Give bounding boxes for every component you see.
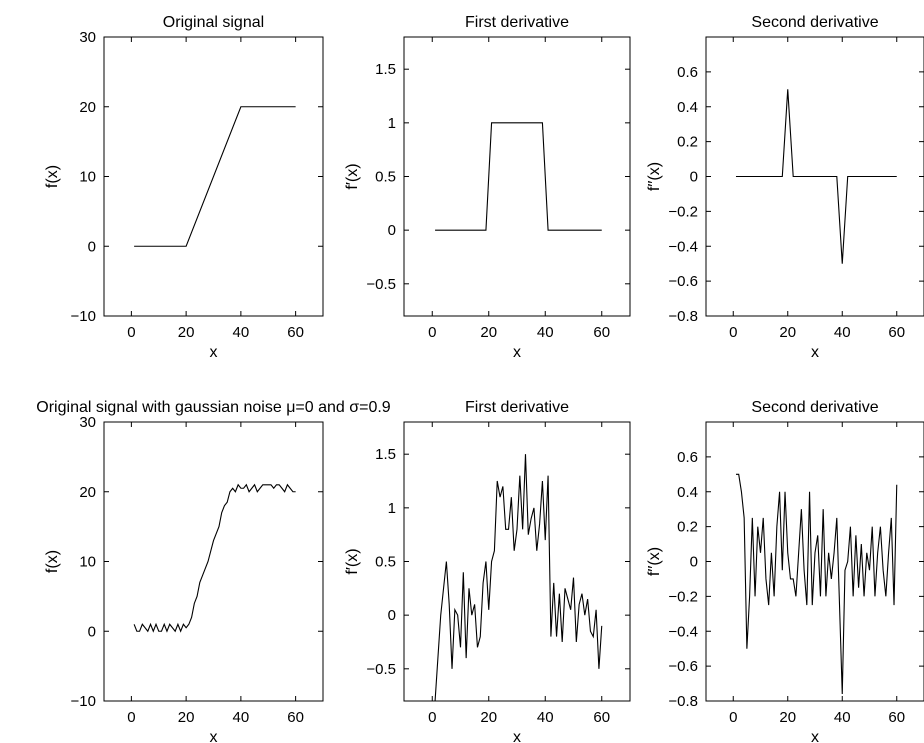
x-tick-label: 0 <box>428 709 436 726</box>
x-tick-label: 40 <box>233 324 250 341</box>
series-line-1 <box>134 106 296 247</box>
y-tick-label: 1 <box>388 500 396 517</box>
y-tick-label: 0.4 <box>677 99 698 116</box>
y-axis-label: f′′(x) <box>646 547 663 576</box>
series-line-1 <box>735 89 897 264</box>
y-tick-label: 0.5 <box>375 554 396 571</box>
x-tick-label: 60 <box>593 709 610 726</box>
series-line-1 <box>735 473 898 695</box>
y-tick-label: −0.4 <box>668 238 698 255</box>
y-tick-label: 0.2 <box>677 519 698 536</box>
y-tick-label: 0 <box>88 623 96 640</box>
y-tick-label: −0.2 <box>668 588 698 605</box>
x-tick-label: 60 <box>888 324 905 341</box>
chart-panel-3: 0 20 40 60 −0.8 −0.6 −0.4 −0.2 0 0.2 0.4 0.6 Second … <box>646 14 924 361</box>
x-tick-label: 60 <box>287 709 304 726</box>
y-axis-label: f(x) <box>44 165 61 188</box>
y-tick-label: −10 <box>71 693 96 710</box>
y-tick-label: 0.2 <box>677 134 698 151</box>
y-tick-label: 30 <box>79 29 96 46</box>
y-tick-label: −0.4 <box>668 623 698 640</box>
series-line-1 <box>434 454 603 701</box>
x-tick-label: 60 <box>888 709 905 726</box>
y-tick-label: 0.6 <box>677 449 698 466</box>
chart-panel-5: 0 20 40 60 −0.5 0 0.5 1 1.5 First derivative x f′(x… <box>344 399 631 743</box>
chart-title: First derivative <box>465 14 569 31</box>
y-tick-label: 0 <box>88 238 96 255</box>
x-tick-label: 20 <box>178 709 195 726</box>
y-tick-label: 1.5 <box>375 61 396 78</box>
y-tick-label: 0.4 <box>677 484 698 501</box>
x-axis-label: x <box>513 729 521 743</box>
y-tick-label: −0.6 <box>668 273 698 290</box>
y-axis-label: f(x) <box>44 550 61 573</box>
x-tick-label: 20 <box>178 324 195 341</box>
series-line-1 <box>435 122 602 231</box>
chart-title: Original signal <box>163 14 264 31</box>
x-axis-label: x <box>513 344 521 361</box>
chart-panel-2: 0 20 40 60 −0.5 0 0.5 1 1.5 First derivative x f′(x… <box>344 14 631 361</box>
axes-box <box>103 421 324 702</box>
series-line-1 <box>133 483 296 633</box>
y-tick-label: 0.6 <box>677 64 698 81</box>
y-tick-label: 10 <box>79 169 96 186</box>
y-tick-label: 20 <box>79 484 96 501</box>
x-tick-label: 20 <box>480 324 497 341</box>
y-tick-label: −0.2 <box>668 203 698 220</box>
x-tick-label: 60 <box>593 324 610 341</box>
y-tick-label: −0.8 <box>668 693 698 710</box>
y-tick-label: 0 <box>690 169 698 186</box>
x-tick-label: 0 <box>729 324 737 341</box>
y-axis-label: f′(x) <box>344 163 361 189</box>
x-tick-label: 0 <box>729 709 737 726</box>
axes-box <box>403 36 631 317</box>
x-tick-label: 20 <box>480 709 497 726</box>
x-tick-label: 40 <box>537 324 554 341</box>
y-tick-label: 0 <box>388 222 396 239</box>
chart-panel-1: 0 20 40 60 −10 0 10 20 30 Original signal x f(x) <box>44 14 324 361</box>
x-tick-label: 20 <box>779 709 796 726</box>
y-tick-label: 1 <box>388 115 396 132</box>
x-tick-label: 40 <box>537 709 554 726</box>
y-axis-label: f′(x) <box>344 548 361 574</box>
y-tick-label: −0.8 <box>668 308 698 325</box>
y-tick-label: 0.5 <box>375 169 396 186</box>
y-tick-label: 1.5 <box>375 446 396 463</box>
y-tick-label: −0.6 <box>668 658 698 675</box>
y-tick-label: 0 <box>388 607 396 624</box>
x-tick-label: 20 <box>779 324 796 341</box>
y-tick-label: 20 <box>79 99 96 116</box>
chart-panel-6: 0 20 40 60 −0.8 −0.6 −0.4 −0.2 0 0.2 0.4 0.6 Second … <box>646 399 924 743</box>
x-axis-label: x <box>210 344 218 361</box>
chart-title: First derivative <box>465 399 569 416</box>
x-axis-label: x <box>811 344 819 361</box>
x-tick-label: 0 <box>127 709 135 726</box>
x-tick-label: 60 <box>287 324 304 341</box>
x-tick-label: 0 <box>428 324 436 341</box>
y-tick-label: 10 <box>79 554 96 571</box>
x-tick-label: 40 <box>834 709 851 726</box>
x-tick-label: 40 <box>834 324 851 341</box>
chart-title: Second derivative <box>751 14 878 31</box>
y-tick-label: −10 <box>71 308 96 325</box>
y-tick-label: −0.5 <box>366 276 396 293</box>
y-tick-label: 0 <box>690 554 698 571</box>
x-tick-label: 40 <box>233 709 250 726</box>
x-axis-label: x <box>210 729 218 743</box>
x-axis-label: x <box>811 729 819 743</box>
y-axis-label: f′′(x) <box>646 162 663 191</box>
x-tick-label: 0 <box>127 324 135 341</box>
chart-title: Original signal with gaussian noise μ=0 … <box>36 399 391 416</box>
y-tick-label: −0.5 <box>366 661 396 678</box>
chart-title: Second derivative <box>751 399 878 416</box>
y-tick-label: 30 <box>79 414 96 431</box>
